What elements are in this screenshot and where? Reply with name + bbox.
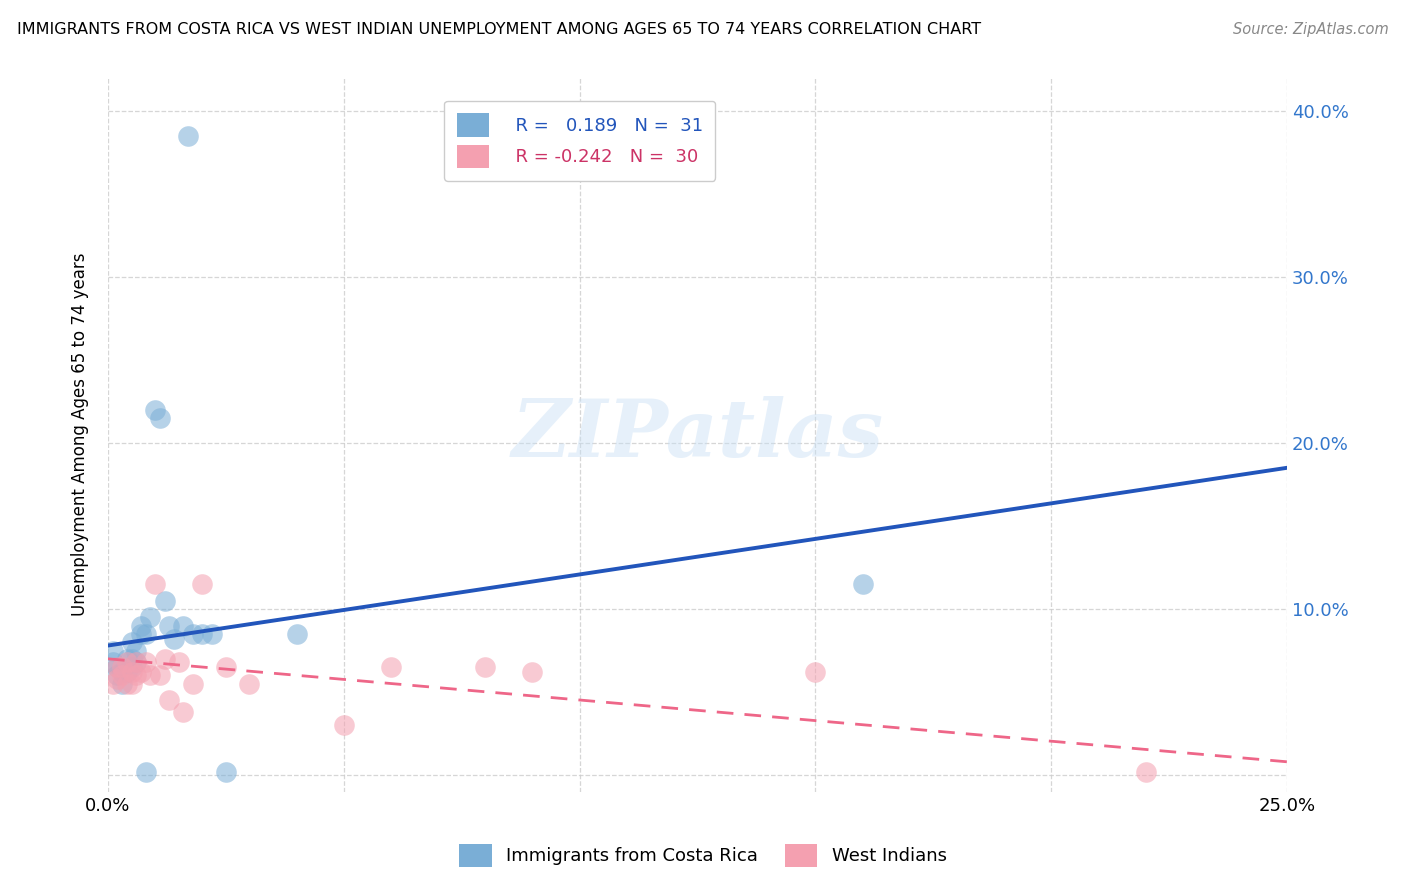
Point bbox=[107, 672, 129, 686]
Point bbox=[111, 665, 134, 679]
Point bbox=[181, 677, 204, 691]
Point bbox=[149, 668, 172, 682]
Text: Source: ZipAtlas.com: Source: ZipAtlas.com bbox=[1233, 22, 1389, 37]
Point bbox=[153, 652, 176, 666]
Point bbox=[107, 660, 129, 674]
Point bbox=[157, 693, 180, 707]
Point bbox=[167, 655, 190, 669]
Point bbox=[139, 668, 162, 682]
Point bbox=[121, 677, 143, 691]
Point bbox=[115, 652, 138, 666]
Point bbox=[129, 618, 152, 632]
Point bbox=[143, 577, 166, 591]
Point bbox=[111, 660, 134, 674]
Point bbox=[177, 128, 200, 143]
Text: ZIPatlas: ZIPatlas bbox=[512, 396, 883, 474]
Point bbox=[172, 618, 194, 632]
Point bbox=[111, 677, 134, 691]
Point bbox=[143, 402, 166, 417]
Point bbox=[101, 655, 124, 669]
Point bbox=[333, 718, 356, 732]
Point bbox=[115, 655, 138, 669]
Legend:   R =   0.189   N =  31,   R = -0.242   N =  30: R = 0.189 N = 31, R = -0.242 N = 30 bbox=[444, 101, 716, 180]
Point bbox=[111, 668, 134, 682]
Point bbox=[129, 665, 152, 679]
Point bbox=[191, 577, 214, 591]
Point bbox=[1135, 764, 1157, 779]
Point bbox=[153, 593, 176, 607]
Point bbox=[149, 411, 172, 425]
Point bbox=[135, 627, 157, 641]
Point bbox=[125, 655, 148, 669]
Y-axis label: Unemployment Among Ages 65 to 74 years: Unemployment Among Ages 65 to 74 years bbox=[72, 252, 89, 616]
Point bbox=[115, 677, 138, 691]
Point bbox=[522, 665, 544, 679]
Text: IMMIGRANTS FROM COSTA RICA VS WEST INDIAN UNEMPLOYMENT AMONG AGES 65 TO 74 YEARS: IMMIGRANTS FROM COSTA RICA VS WEST INDIA… bbox=[17, 22, 981, 37]
Point bbox=[201, 627, 224, 641]
Point bbox=[125, 668, 148, 682]
Point bbox=[215, 660, 238, 674]
Point bbox=[380, 660, 402, 674]
Point bbox=[181, 627, 204, 641]
Point bbox=[163, 632, 186, 646]
Point bbox=[191, 627, 214, 641]
Point bbox=[139, 610, 162, 624]
Point bbox=[115, 665, 138, 679]
Point bbox=[129, 627, 152, 641]
Point bbox=[215, 764, 238, 779]
Point bbox=[121, 652, 143, 666]
Point bbox=[101, 677, 124, 691]
Point bbox=[125, 655, 148, 669]
Point bbox=[238, 677, 260, 691]
Point bbox=[157, 618, 180, 632]
Point bbox=[125, 643, 148, 657]
Point bbox=[804, 665, 827, 679]
Point bbox=[107, 660, 129, 674]
Point bbox=[135, 655, 157, 669]
Point bbox=[474, 660, 496, 674]
Point bbox=[121, 665, 143, 679]
Point bbox=[172, 705, 194, 719]
Point bbox=[285, 627, 308, 641]
Point bbox=[135, 764, 157, 779]
Point bbox=[121, 660, 143, 674]
Point bbox=[121, 635, 143, 649]
Point bbox=[101, 643, 124, 657]
Point bbox=[107, 668, 129, 682]
Point bbox=[852, 577, 875, 591]
Legend: Immigrants from Costa Rica, West Indians: Immigrants from Costa Rica, West Indians bbox=[451, 837, 955, 874]
